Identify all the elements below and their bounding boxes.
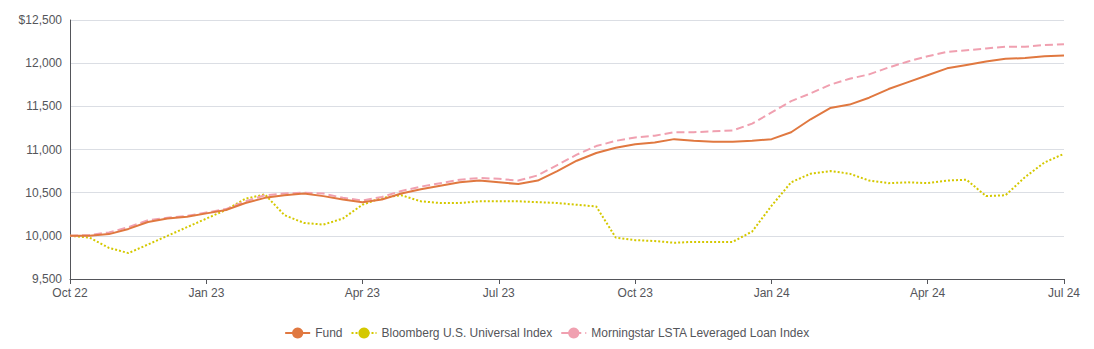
svg-text:Jan 24: Jan 24 (754, 286, 790, 300)
svg-text:11,000: 11,000 (26, 143, 62, 157)
svg-text:12,000: 12,000 (25, 56, 62, 70)
svg-text:11,500: 11,500 (26, 99, 62, 113)
svg-text:Oct 22: Oct 22 (52, 286, 88, 300)
svg-text:10,500: 10,500 (25, 186, 62, 200)
svg-text:Jul 24: Jul 24 (1048, 286, 1080, 300)
svg-text:9,500: 9,500 (32, 272, 62, 286)
svg-text:Jul 23: Jul 23 (483, 286, 515, 300)
svg-text:Bloomberg U.S. Universal Index: Bloomberg U.S. Universal Index (382, 326, 553, 340)
svg-text:$12,500: $12,500 (19, 13, 63, 27)
svg-text:Fund: Fund (315, 326, 342, 340)
svg-text:Oct 23: Oct 23 (618, 286, 654, 300)
svg-text:Morningstar LSTA Leveraged Loa: Morningstar LSTA Leveraged Loan Index (591, 326, 809, 340)
svg-text:Jan 23: Jan 23 (188, 286, 224, 300)
svg-text:Apr 23: Apr 23 (345, 286, 381, 300)
svg-text:Apr 24: Apr 24 (910, 286, 946, 300)
svg-text:10,000: 10,000 (25, 229, 62, 243)
